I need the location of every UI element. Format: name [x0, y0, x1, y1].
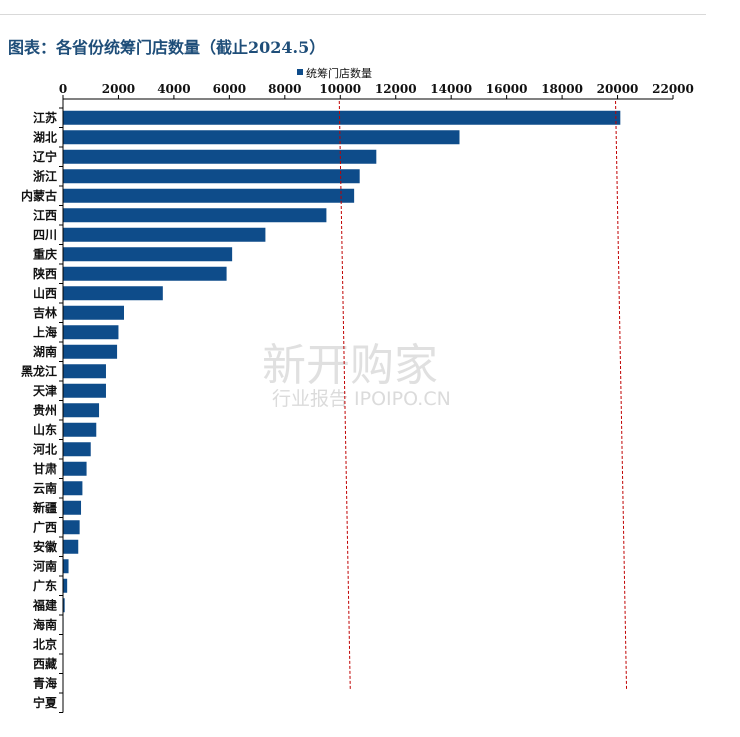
bar-21 [63, 500, 82, 515]
bar-25 [63, 578, 68, 593]
category-label: 湖南 [33, 344, 57, 359]
x-tick-label: 8000 [268, 82, 301, 96]
category-label: 江西 [33, 207, 57, 222]
category-label: 海南 [33, 617, 57, 632]
reference-lines [338, 100, 628, 691]
x-tick-label: 12000 [375, 82, 417, 96]
bar-13 [63, 344, 118, 359]
category-label: 云南 [33, 480, 57, 495]
category-label: 山东 [33, 422, 57, 437]
bar-16 [63, 403, 100, 418]
x-tick-label: 16000 [486, 82, 528, 96]
category-label: 河北 [32, 441, 57, 456]
x-tick-label: 2000 [102, 82, 135, 96]
category-label: 陕西 [33, 266, 57, 281]
x-tick-label: 6000 [213, 82, 246, 96]
category-label: 福建 [32, 597, 58, 612]
category-label: 甘肃 [33, 461, 57, 476]
bar-24 [63, 559, 69, 574]
x-tick-label: 20000 [597, 82, 639, 96]
bar-19 [63, 461, 87, 476]
bar-14 [63, 364, 106, 379]
bar-6 [63, 208, 327, 223]
category-label: 浙江 [33, 168, 57, 183]
legend: 统筹门店数量 [297, 66, 372, 80]
bar-5 [63, 188, 355, 203]
bar-23 [63, 539, 79, 554]
category-label: 新疆 [33, 500, 57, 515]
x-tick-label: 18000 [541, 82, 583, 96]
category-label: 湖北 [33, 129, 57, 144]
category-label: 安徽 [33, 539, 58, 554]
bar-18 [63, 442, 91, 457]
legend-swatch [297, 69, 303, 75]
bar-9 [63, 266, 227, 281]
x-tick-label: 14000 [430, 82, 472, 96]
category-label: 江苏 [33, 110, 57, 125]
bars-group: 江苏湖北辽宁浙江内蒙古江西四川重庆陕西山西吉林上海湖南黑龙江天津贵州山东河北甘肃… [21, 110, 621, 710]
category-label: 重庆 [33, 246, 57, 261]
category-label: 青海 [33, 675, 57, 690]
x-tick-label: 22000 [652, 82, 694, 96]
bar-1 [63, 110, 621, 125]
category-label: 吉林 [33, 305, 57, 320]
watermark: 新开购家 行业报告 IPOIPO.CN [262, 340, 451, 410]
reference-line-2 [615, 100, 628, 691]
axes: 0 2000 4000 6000 8000 10000 12000 14000 16000 180… [59, 82, 694, 713]
bar-26 [63, 598, 65, 613]
bar-4 [63, 169, 360, 184]
bar-3 [63, 149, 377, 164]
category-label: 贵州 [33, 402, 57, 417]
category-label: 西藏 [33, 656, 57, 671]
category-label: 辽宁 [33, 149, 57, 164]
category-label: 上海 [33, 324, 57, 339]
bar-10 [63, 286, 163, 301]
x-tick-label: 4000 [157, 82, 190, 96]
category-label: 四川 [33, 228, 57, 242]
category-label: 天津 [33, 383, 57, 398]
category-label: 广东 [33, 578, 57, 593]
bar-12 [63, 325, 119, 340]
bar-11 [63, 305, 124, 320]
top-divider [0, 14, 706, 15]
category-label: 内蒙古 [21, 188, 57, 203]
watermark-main: 新开购家 [262, 340, 438, 391]
watermark-sub: 行业报告 IPOIPO.CN [272, 388, 451, 410]
reference-line-1 [338, 100, 351, 691]
bar-15 [63, 383, 106, 398]
chart-title: 图表：各省份统筹门店数量（截止2024.5） [8, 38, 326, 57]
bar-8 [63, 247, 233, 262]
bar-17 [63, 422, 97, 437]
category-label: 宁夏 [33, 695, 58, 710]
bar-22 [63, 520, 80, 535]
legend-label: 统筹门店数量 [306, 66, 372, 80]
x-tick-label: 0 [59, 82, 67, 96]
bar-2 [63, 130, 460, 145]
category-label: 北京 [33, 636, 57, 651]
category-label: 山西 [33, 285, 57, 300]
bar-20 [63, 481, 83, 496]
category-label: 河南 [32, 558, 57, 573]
bar-7 [63, 227, 266, 242]
x-tick-label: 10000 [319, 82, 361, 96]
category-label: 广西 [33, 519, 57, 534]
category-label: 黑龙江 [21, 363, 57, 378]
